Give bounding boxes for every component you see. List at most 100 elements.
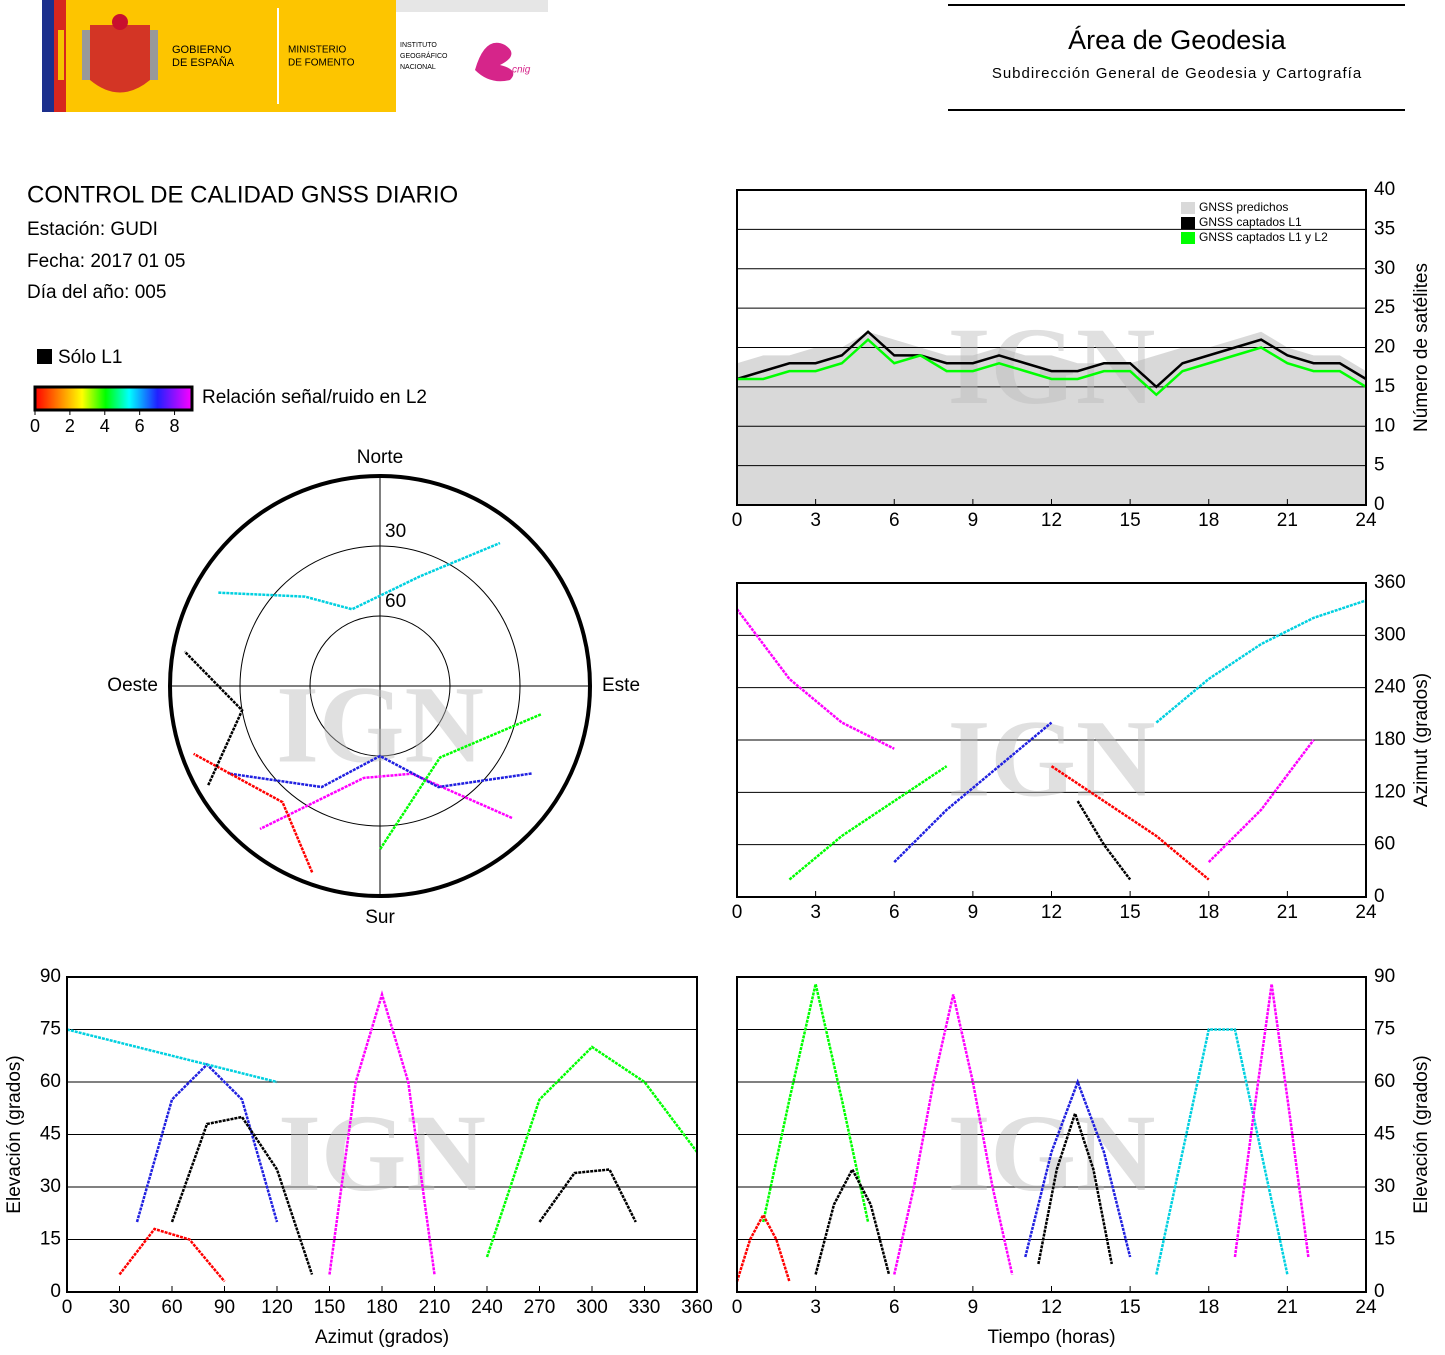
colorbar-tick-label: 6 bbox=[135, 416, 145, 436]
header-logos: GOBIERNO DE ESPAÑA MINISTERIO DE FOMENTO… bbox=[42, 0, 548, 112]
y-tick-label: 360 bbox=[1374, 572, 1406, 593]
x-tick-label: 30 bbox=[109, 1297, 130, 1318]
colorbar-tick-label: 0 bbox=[30, 416, 40, 436]
y-tick-label: 45 bbox=[40, 1124, 61, 1145]
logo-text: GEOGRÁFICO bbox=[400, 51, 448, 60]
x-axis-label: Azimut (grados) bbox=[315, 1327, 449, 1348]
series-line bbox=[814, 1166, 891, 1275]
legend-label: GNSS captados L1 y L2 bbox=[1199, 230, 1328, 244]
x-tick-label: 18 bbox=[1198, 902, 1219, 923]
series-line bbox=[893, 721, 1053, 863]
x-tick-label: 0 bbox=[732, 510, 743, 531]
y-tick-label: 5 bbox=[1374, 455, 1385, 476]
header-title: Área de Geodesia bbox=[1068, 25, 1287, 55]
x-tick-label: 330 bbox=[629, 1297, 661, 1318]
horizon bbox=[168, 474, 592, 898]
x-tick-label: 12 bbox=[1041, 510, 1062, 531]
y-tick-label: 60 bbox=[40, 1071, 61, 1092]
x-tick-label: 180 bbox=[366, 1297, 398, 1318]
logo-text: NACIONAL bbox=[400, 64, 436, 71]
logo-text: GOBIERNO bbox=[172, 44, 232, 56]
y-tick-label: 10 bbox=[1374, 415, 1395, 436]
plot-frame bbox=[736, 189, 1367, 506]
legend-swatch bbox=[37, 349, 52, 364]
x-tick-label: 0 bbox=[732, 902, 743, 923]
x-tick-label: 360 bbox=[681, 1297, 713, 1318]
x-tick-label: 6 bbox=[889, 510, 900, 531]
legend-swatch bbox=[1181, 217, 1195, 229]
y-tick-label: 300 bbox=[1374, 624, 1406, 645]
x-tick-label: 24 bbox=[1355, 1297, 1377, 1318]
x-tick-label: 21 bbox=[1277, 510, 1298, 531]
y-tick-label: 25 bbox=[1374, 297, 1395, 318]
y-tick-label: 15 bbox=[1374, 1229, 1395, 1250]
watermark: IGN bbox=[948, 1092, 1156, 1214]
colorbar-tick-label: 4 bbox=[100, 416, 110, 436]
x-tick-label: 3 bbox=[810, 1297, 821, 1318]
x-tick-label: 15 bbox=[1120, 1297, 1141, 1318]
series-line bbox=[328, 990, 436, 1275]
x-tick-label: 12 bbox=[1041, 902, 1062, 923]
report-title: CONTROL DE CALIDAD GNSS DIARIO bbox=[27, 181, 458, 208]
y-tick-label: 20 bbox=[1374, 337, 1395, 358]
x-tick-label: 3 bbox=[810, 510, 821, 531]
x-tick-label: 21 bbox=[1277, 1297, 1298, 1318]
colorbar-tick-label: 2 bbox=[65, 416, 75, 436]
x-tick-label: 0 bbox=[732, 1297, 743, 1318]
x-tick-label: 0 bbox=[62, 1297, 73, 1318]
ring-label: 60 bbox=[385, 591, 406, 612]
colorbar-tick-label: 8 bbox=[170, 416, 180, 436]
y-tick-label: 240 bbox=[1374, 677, 1406, 698]
series-line bbox=[737, 337, 1367, 397]
x-tick-label: 3 bbox=[810, 902, 821, 923]
logo-text: DE FOMENTO bbox=[288, 58, 355, 69]
plot-frame bbox=[736, 582, 1367, 898]
x-tick-label: 6 bbox=[889, 1297, 900, 1318]
y-tick-label: 0 bbox=[1374, 494, 1385, 515]
info-line: Fecha: 2017 01 05 bbox=[27, 251, 185, 272]
info-line: Día del año: 005 bbox=[27, 282, 166, 303]
series-line bbox=[735, 1212, 791, 1282]
y-tick-label: 0 bbox=[1374, 1281, 1385, 1302]
x-tick-label: 24 bbox=[1355, 902, 1377, 923]
series-line bbox=[893, 994, 1014, 1275]
track bbox=[378, 713, 542, 851]
y-tick-label: 75 bbox=[1374, 1019, 1395, 1040]
track bbox=[259, 772, 513, 831]
area bbox=[737, 331, 1366, 505]
y-tick-label: 30 bbox=[1374, 1176, 1395, 1197]
y-axis-label: Elevación (grados) bbox=[4, 1055, 25, 1213]
colorbar bbox=[33, 385, 194, 412]
x-tick-label: 60 bbox=[161, 1297, 182, 1318]
series-line bbox=[1050, 765, 1210, 881]
colorbar-label: Relación señal/ruido en L2 bbox=[202, 387, 427, 408]
series-line bbox=[1233, 983, 1310, 1258]
series-line bbox=[1155, 1028, 1289, 1275]
legend-label: Sólo L1 bbox=[58, 347, 122, 368]
y-tick-label: 15 bbox=[40, 1229, 61, 1250]
series-line bbox=[736, 330, 1367, 389]
y-tick-label: 30 bbox=[40, 1176, 61, 1197]
x-tick-label: 24 bbox=[1355, 510, 1377, 531]
x-tick-label: 18 bbox=[1198, 510, 1219, 531]
series-line bbox=[1037, 1109, 1114, 1265]
track bbox=[218, 541, 501, 611]
y-tick-label: 60 bbox=[1374, 834, 1395, 855]
x-tick-label: 210 bbox=[419, 1297, 451, 1318]
track bbox=[228, 754, 532, 789]
logo-text: DE ESPAÑA bbox=[172, 56, 235, 69]
series-line bbox=[1076, 800, 1132, 881]
y-axis-label: Número de satélites bbox=[1411, 263, 1432, 432]
grid-ring bbox=[239, 545, 521, 827]
y-tick-label: 35 bbox=[1374, 218, 1395, 239]
y-tick-label: 30 bbox=[1374, 258, 1395, 279]
x-tick-label: 9 bbox=[968, 902, 979, 923]
logo-text: cnig bbox=[512, 65, 531, 76]
x-tick-label: 12 bbox=[1041, 1297, 1062, 1318]
legend-label: GNSS predichos bbox=[1199, 200, 1288, 214]
watermark: IGN bbox=[276, 663, 484, 785]
x-tick-label: 6 bbox=[889, 902, 900, 923]
logo-text: MINISTERIO bbox=[288, 45, 347, 56]
series-line bbox=[485, 1045, 698, 1258]
